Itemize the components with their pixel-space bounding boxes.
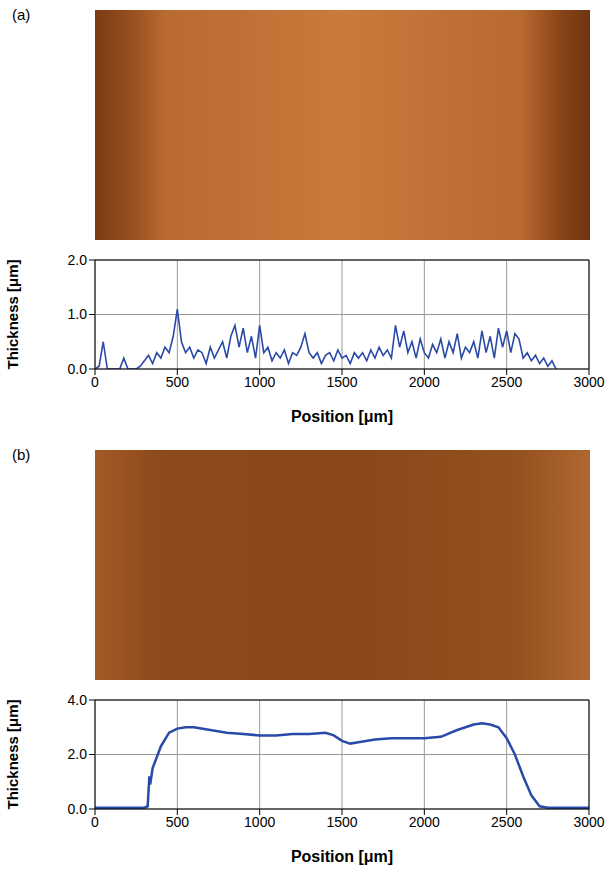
svg-text:3000: 3000	[573, 374, 604, 390]
svg-text:1000: 1000	[244, 374, 275, 390]
svg-text:0: 0	[91, 374, 99, 390]
html-text:(b): (b)	[12, 446, 31, 463]
svg-text:0.0: 0.0	[68, 801, 88, 817]
svg-text:1000: 1000	[244, 814, 275, 830]
svg-text:0: 0	[91, 814, 99, 830]
svg-text:500: 500	[166, 374, 190, 390]
svg-text:3000: 3000	[573, 814, 604, 830]
svg-text:0.0: 0.0	[68, 361, 88, 377]
svg-text:4.0: 4.0	[68, 692, 88, 708]
svg-text:Position [μm]: Position [μm]	[291, 848, 393, 865]
svg-text:2500: 2500	[491, 814, 522, 830]
svg-text:1500: 1500	[326, 814, 357, 830]
svg-text:2.0: 2.0	[68, 746, 88, 762]
svg-text:2.0: 2.0	[68, 252, 88, 268]
svg-text:500: 500	[166, 814, 190, 830]
svg-text:2000: 2000	[409, 374, 440, 390]
svg-text:2000: 2000	[409, 814, 440, 830]
svg-text:Thickness [μm]: Thickness [μm]	[4, 259, 21, 369]
html-text:(a): (a)	[12, 6, 31, 23]
svg-text:Position [μm]: Position [μm]	[291, 408, 393, 425]
svg-text:1500: 1500	[326, 374, 357, 390]
svg-text:Thickness [μm]: Thickness [μm]	[4, 699, 21, 809]
svg-text:1.0: 1.0	[68, 306, 88, 322]
svg-text:2500: 2500	[491, 374, 522, 390]
